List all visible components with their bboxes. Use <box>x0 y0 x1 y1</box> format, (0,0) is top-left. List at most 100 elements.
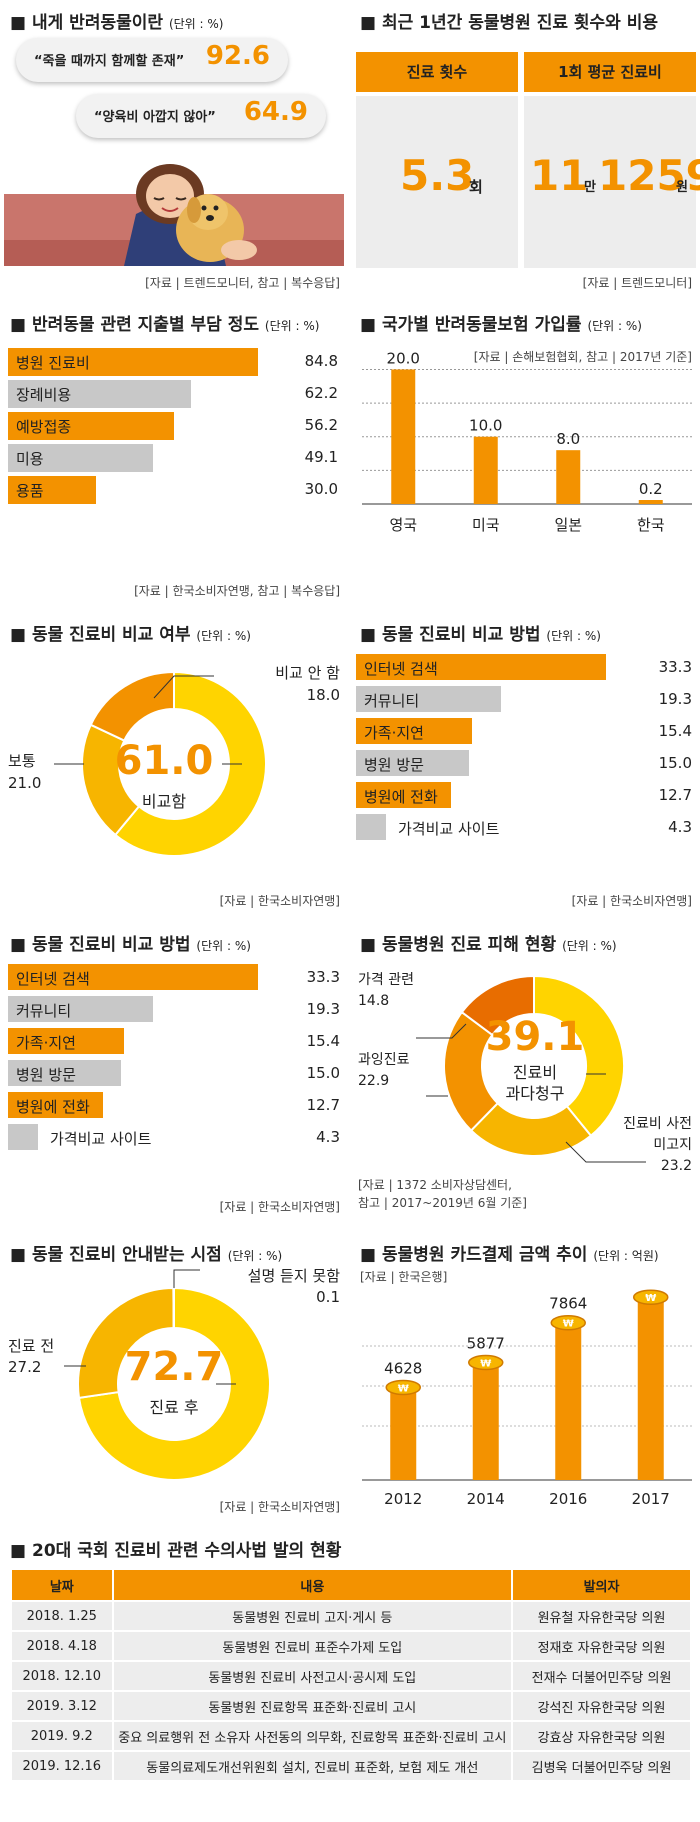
bar-value-label: 4628 <box>384 1359 422 1377</box>
panel-expense-burden: ■ 반려동물 관련 지출별 부담 정도 (단위 : %) 병원 진료비 84.8 장… <box>4 306 344 606</box>
bar <box>8 444 153 472</box>
bar-value: 62.2 <box>304 384 338 402</box>
label-not-compare: 비교 안 함 18.0 <box>275 664 340 704</box>
bar-value-label: 8.0 <box>556 430 580 448</box>
bar-value: 33.3 <box>658 658 692 676</box>
bar <box>8 1060 121 1086</box>
bar <box>555 1322 582 1480</box>
bar-value-label: 5877 <box>467 1334 505 1352</box>
bar-value-label: 9140 <box>632 1286 670 1287</box>
bar <box>8 964 258 990</box>
bar-value: 15.0 <box>306 1064 340 1082</box>
panel-title: ■ 동물병원 카드결제 금액 추이 (단위 : 억원) <box>360 1245 659 1265</box>
source-note: [자료 | 트렌드모니터] <box>582 276 692 290</box>
bar <box>356 654 606 680</box>
header-avg-cost: 1회 평균 진료비 <box>524 52 696 92</box>
panel-compare-method-left: ■ 동물 진료비 비교 방법 (단위 : %) 인터넷 검색 33.3 커뮤니티 19… <box>4 926 344 1226</box>
bar-row: 가족·지연 15.4 <box>356 718 692 746</box>
bar-value: 12.7 <box>658 786 692 804</box>
bar-label: 병원 진료비 <box>16 354 90 372</box>
header-visits: 진료 횟수 <box>356 52 518 92</box>
bar-row: 인터넷 검색 33.3 <box>356 654 692 682</box>
won-sign-icon: ₩ <box>645 1293 656 1304</box>
header-content: 내용 <box>113 1570 512 1600</box>
donut-center-label: 비교함 <box>141 792 187 811</box>
panel-insurance-rate: ■ 국가별 반려동물보험 가입률 (단위 : %) [자료 | 손해보험협회, … <box>356 306 696 606</box>
donut-center-value: 39.1 <box>485 1014 585 1060</box>
bar <box>390 1387 417 1480</box>
bar <box>472 1362 499 1480</box>
bar-value: 12.7 <box>306 1096 340 1114</box>
panel-title: ■ 동물 진료비 비교 방법 (단위 : %) <box>10 935 251 955</box>
compare-donut-chart <box>54 670 267 857</box>
source-note: [자료 | 한국소비자연맹] <box>219 1500 340 1514</box>
label-before-treatment: 진료 전 27.2 <box>8 1337 55 1376</box>
panel-title: ■ 국가별 반려동물보험 가입률 (단위 : %) <box>360 315 642 335</box>
bar-row: 병원에 전화 12.7 <box>356 782 692 810</box>
label-overtreatment: 과잉진료 22.9 <box>358 1052 410 1089</box>
bar-value: 30.0 <box>304 480 338 498</box>
woman-with-dog-illustration <box>4 164 344 266</box>
bar-row: 병원 진료비 84.8 <box>8 348 338 376</box>
leader-line <box>565 1141 646 1163</box>
bar-label: 커뮤니티 <box>16 1002 72 1020</box>
bar-row: 커뮤니티 19.3 <box>8 996 340 1024</box>
category-label: 2017 <box>632 1490 670 1508</box>
bar <box>637 1297 664 1480</box>
source-note: [자료 | 손해보험협회, 참고 | 2017년 기준] <box>473 350 692 364</box>
donut-slice <box>77 1286 271 1481</box>
won-sign-icon: ₩ <box>398 1383 409 1394</box>
bar-row: 가격비교 사이트 4.3 <box>356 814 692 842</box>
bar <box>8 1028 124 1054</box>
bar-value: 19.3 <box>306 1000 340 1018</box>
bar-row: 가족·지연 15.4 <box>8 1028 340 1056</box>
donut-hole <box>482 1014 586 1118</box>
won-sign-icon: ₩ <box>563 1319 574 1330</box>
bar-label: 병원 방문 <box>16 1066 76 1084</box>
compare-method-bar-chart: 인터넷 검색 33.3 커뮤니티 19.3 가족·지연 15.4 병원 방문 15.0 병원에 … <box>8 964 340 1184</box>
header-proposer: 발의자 <box>513 1570 690 1600</box>
bar-value: 4.3 <box>316 1128 340 1146</box>
bar-value: 49.1 <box>304 448 338 466</box>
bar-row: 인터넷 검색 33.3 <box>8 964 340 992</box>
category-label: 일본 <box>554 516 582 534</box>
bar-row: 미용 49.1 <box>8 444 338 472</box>
visits-box: 5.3 회 <box>356 96 518 268</box>
category-label: 한국 <box>637 516 665 534</box>
bar-value-label: 20.0 <box>387 349 420 367</box>
bar <box>556 450 581 504</box>
leader-line <box>173 1269 200 1288</box>
table-row: 2019. 9.2 중요 의료행위 전 소유자 사전동의 의무화, 진료항목 표준… <box>12 1722 690 1750</box>
panel-title: ■ 동물 진료비 안내받는 시점 (단위 : %) <box>10 1245 283 1265</box>
label-no-explanation: 설명 듣지 못함 0.1 <box>247 1267 340 1306</box>
bills-table: 날짜 내용 발의자 2018. 1.25 동물병원 진료비 고지·게시 등 원유철 … <box>10 1568 692 1782</box>
source-note: [자료 | 트렌드모니터, 참고 | 복수응답] <box>145 276 340 290</box>
bar-label: 병원 방문 <box>364 756 424 774</box>
panel-title: ■ 동물 진료비 비교 여부 (단위 : %) <box>10 625 251 645</box>
bar-value: 33.3 <box>306 968 340 986</box>
bar-label: 용품 <box>16 482 44 500</box>
won-coin-icon <box>633 1289 669 1305</box>
donut-hole <box>118 1328 230 1440</box>
leader-line <box>416 1023 467 1039</box>
bar-value-label: 7864 <box>549 1295 587 1313</box>
bar <box>638 500 663 504</box>
donut-center-value: 61.0 <box>114 738 214 784</box>
panel-notice-timing: ■ 동물 진료비 안내받는 시점 (단위 : %) 72.7 진료 후 설명 듣… <box>4 1236 344 1526</box>
bar-value: 56.2 <box>304 416 338 434</box>
panel-title: ■ 동물병원 진료 피해 현황 (단위 : %) <box>360 935 617 955</box>
bar <box>8 476 96 504</box>
panel-damage-status: ■ 동물병원 진료 피해 현황 (단위 : %) 39.1 진료비 과다청구 가… <box>356 926 696 1226</box>
bar <box>8 348 258 376</box>
panel-title: ■ 반려동물 관련 지출별 부담 정도 (단위 : %) <box>10 315 320 335</box>
won-coin-icon <box>468 1354 504 1371</box>
bar-row: 장례비용 62.2 <box>8 380 338 408</box>
table-row: 2018. 4.18 동물병원 진료비 표준수가제 도입 정재호 자유한국당 의원 <box>12 1632 690 1660</box>
label-average: 보통 21.0 <box>8 752 42 792</box>
won-coin-icon <box>385 1379 421 1396</box>
panel-card-payment: ■ 동물병원 카드결제 금액 추이 (단위 : 억원) [자료 | 한국은행] … <box>356 1236 696 1526</box>
bar-label: 병원에 전화 <box>364 788 438 806</box>
won-coin-icon <box>550 1314 586 1331</box>
category-label: 영국 <box>389 516 417 534</box>
bar-value-label: 0.2 <box>639 480 663 498</box>
